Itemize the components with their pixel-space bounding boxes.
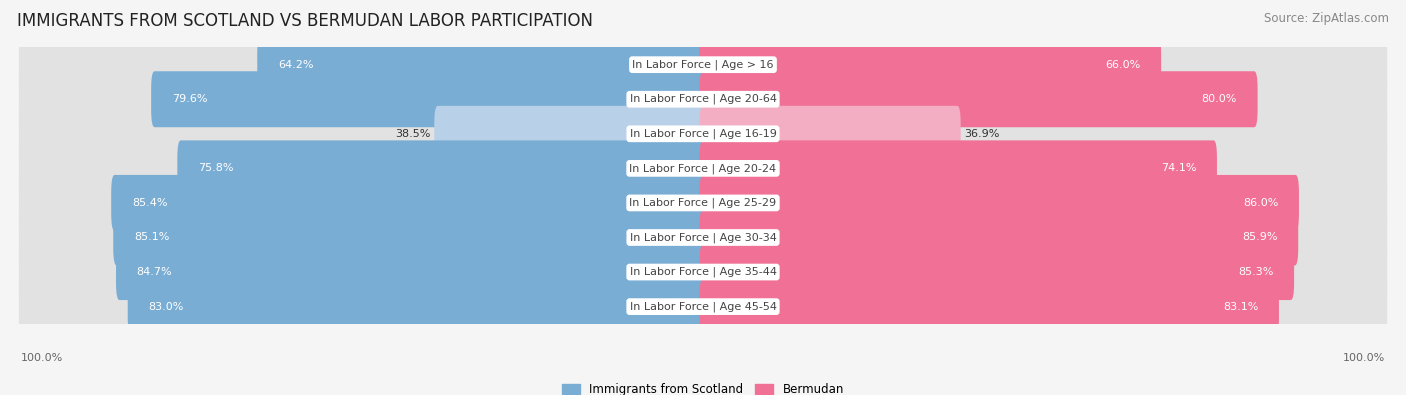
Text: 83.1%: 83.1%: [1223, 302, 1258, 312]
Text: 85.4%: 85.4%: [132, 198, 167, 208]
Text: 36.9%: 36.9%: [965, 129, 1000, 139]
FancyBboxPatch shape: [114, 209, 706, 265]
FancyBboxPatch shape: [18, 261, 1388, 352]
FancyBboxPatch shape: [434, 106, 706, 162]
FancyBboxPatch shape: [18, 20, 1388, 109]
Text: 74.1%: 74.1%: [1161, 164, 1197, 173]
FancyBboxPatch shape: [257, 37, 706, 93]
Text: 86.0%: 86.0%: [1243, 198, 1278, 208]
FancyBboxPatch shape: [700, 278, 1279, 335]
Text: 83.0%: 83.0%: [149, 302, 184, 312]
Text: 100.0%: 100.0%: [21, 354, 63, 363]
Text: In Labor Force | Age > 16: In Labor Force | Age > 16: [633, 59, 773, 70]
FancyBboxPatch shape: [700, 37, 1161, 93]
Text: 75.8%: 75.8%: [198, 164, 233, 173]
Text: 100.0%: 100.0%: [1343, 354, 1385, 363]
Text: In Labor Force | Age 45-54: In Labor Force | Age 45-54: [630, 301, 776, 312]
Text: In Labor Force | Age 20-24: In Labor Force | Age 20-24: [630, 163, 776, 174]
Text: In Labor Force | Age 20-64: In Labor Force | Age 20-64: [630, 94, 776, 105]
Text: 79.6%: 79.6%: [172, 94, 207, 104]
Text: In Labor Force | Age 25-29: In Labor Force | Age 25-29: [630, 198, 776, 208]
FancyBboxPatch shape: [177, 140, 706, 196]
Text: IMMIGRANTS FROM SCOTLAND VS BERMUDAN LABOR PARTICIPATION: IMMIGRANTS FROM SCOTLAND VS BERMUDAN LAB…: [17, 12, 593, 30]
FancyBboxPatch shape: [18, 158, 1388, 248]
Text: 85.1%: 85.1%: [134, 233, 169, 243]
Text: 85.3%: 85.3%: [1239, 267, 1274, 277]
Text: In Labor Force | Age 16-19: In Labor Force | Age 16-19: [630, 128, 776, 139]
Text: 38.5%: 38.5%: [395, 129, 430, 139]
Text: 84.7%: 84.7%: [136, 267, 173, 277]
FancyBboxPatch shape: [700, 71, 1257, 127]
FancyBboxPatch shape: [18, 227, 1388, 317]
FancyBboxPatch shape: [152, 71, 706, 127]
FancyBboxPatch shape: [700, 106, 960, 162]
FancyBboxPatch shape: [111, 175, 706, 231]
FancyBboxPatch shape: [18, 89, 1388, 179]
FancyBboxPatch shape: [700, 209, 1298, 265]
Legend: Immigrants from Scotland, Bermudan: Immigrants from Scotland, Bermudan: [557, 378, 849, 395]
Text: 66.0%: 66.0%: [1105, 60, 1140, 70]
FancyBboxPatch shape: [700, 140, 1218, 196]
Text: 64.2%: 64.2%: [278, 60, 314, 70]
FancyBboxPatch shape: [117, 244, 706, 300]
Text: In Labor Force | Age 35-44: In Labor Force | Age 35-44: [630, 267, 776, 277]
FancyBboxPatch shape: [18, 54, 1388, 144]
FancyBboxPatch shape: [700, 175, 1299, 231]
Text: In Labor Force | Age 30-34: In Labor Force | Age 30-34: [630, 232, 776, 243]
Text: 85.9%: 85.9%: [1241, 233, 1278, 243]
FancyBboxPatch shape: [18, 123, 1388, 213]
FancyBboxPatch shape: [700, 244, 1294, 300]
FancyBboxPatch shape: [18, 193, 1388, 282]
Text: 80.0%: 80.0%: [1202, 94, 1237, 104]
Text: Source: ZipAtlas.com: Source: ZipAtlas.com: [1264, 12, 1389, 25]
FancyBboxPatch shape: [128, 278, 706, 335]
